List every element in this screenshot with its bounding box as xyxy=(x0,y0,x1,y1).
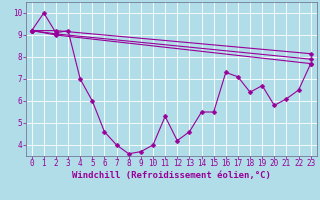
X-axis label: Windchill (Refroidissement éolien,°C): Windchill (Refroidissement éolien,°C) xyxy=(72,171,271,180)
